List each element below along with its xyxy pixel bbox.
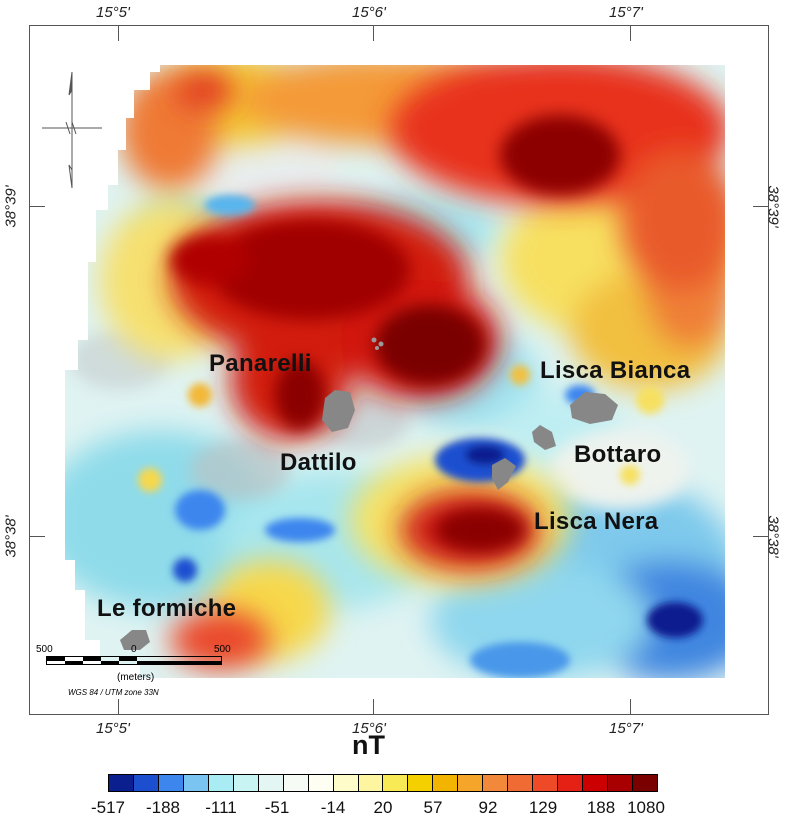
tick-bottom-2 bbox=[373, 699, 374, 715]
color-swatch bbox=[308, 775, 334, 791]
color-swatch bbox=[109, 775, 134, 791]
legend-label-5: 20 bbox=[373, 798, 393, 817]
legend-label-4: -14 bbox=[320, 798, 346, 817]
island-le-formiche bbox=[120, 630, 150, 650]
label-lisca-bianca: Lisca Bianca bbox=[540, 357, 691, 384]
lon-label-top-2: 15°6' bbox=[352, 4, 386, 21]
scale-label-middle: 0 bbox=[131, 644, 137, 655]
color-swatch bbox=[208, 775, 234, 791]
color-swatch bbox=[258, 775, 284, 791]
scale-unit: (meters) bbox=[117, 672, 155, 683]
label-le-formiche: Le formiche bbox=[97, 595, 237, 622]
legend-label-0: -517 bbox=[90, 798, 126, 817]
legend-label-7: 92 bbox=[478, 798, 498, 817]
color-swatch bbox=[608, 775, 634, 791]
color-swatch bbox=[633, 775, 657, 791]
color-swatch bbox=[358, 775, 384, 791]
color-swatch bbox=[133, 775, 159, 791]
legend-label-10: 1080 bbox=[627, 798, 665, 817]
tick-bottom-3 bbox=[630, 699, 631, 715]
color-swatch bbox=[383, 775, 409, 791]
projection-label: WGS 84 / UTM zone 33N bbox=[68, 688, 159, 697]
color-swatch bbox=[283, 775, 309, 791]
tick-right-1 bbox=[753, 206, 769, 207]
tick-bottom-1 bbox=[118, 699, 119, 715]
legend-title: nT bbox=[352, 730, 385, 760]
label-bottaro: Bottaro bbox=[574, 441, 662, 468]
lon-label-bottom-2: 15°6' bbox=[352, 720, 386, 737]
color-swatch bbox=[233, 775, 259, 791]
island-panarelli bbox=[322, 390, 355, 432]
tick-right-2 bbox=[753, 536, 769, 537]
legend-label-2: -111 bbox=[205, 798, 237, 817]
color-swatch bbox=[333, 775, 359, 791]
scale-label-right: 500 bbox=[214, 644, 231, 655]
lon-label-top-3: 15°7' bbox=[609, 4, 643, 21]
scale-bar bbox=[46, 656, 222, 665]
label-lisca-nera: Lisca Nera bbox=[534, 508, 659, 535]
tick-top-2 bbox=[373, 25, 374, 41]
color-swatch bbox=[158, 775, 184, 791]
lon-label-top-1: 15°5' bbox=[96, 4, 130, 21]
color-swatch bbox=[558, 775, 584, 791]
legend-label-3: -51 bbox=[264, 798, 290, 817]
color-scale-bar bbox=[108, 774, 658, 792]
island-lisca-bianca bbox=[570, 392, 618, 424]
map-frame bbox=[29, 25, 769, 715]
label-panarelli: Panarelli bbox=[209, 350, 312, 377]
color-swatch bbox=[533, 775, 559, 791]
color-swatch bbox=[458, 775, 484, 791]
lon-label-bottom-1: 15°5' bbox=[96, 720, 130, 737]
tick-top-1 bbox=[118, 25, 119, 41]
lon-label-bottom-3: 15°7' bbox=[609, 720, 643, 737]
north-arrow-icon bbox=[42, 71, 102, 189]
color-swatch bbox=[583, 775, 609, 791]
scale-label-left: 500 bbox=[36, 644, 53, 655]
tick-top-3 bbox=[630, 25, 631, 41]
legend-label-1: -188 bbox=[145, 798, 181, 817]
label-dattilo: Dattilo bbox=[280, 449, 357, 476]
color-swatch bbox=[183, 775, 209, 791]
legend-label-9: 188 bbox=[586, 798, 616, 817]
tick-left-1 bbox=[29, 206, 45, 207]
color-swatch bbox=[483, 775, 509, 791]
color-swatch bbox=[433, 775, 459, 791]
color-swatch bbox=[508, 775, 534, 791]
island-lisca-nera bbox=[492, 458, 516, 490]
legend-label-8: 129 bbox=[528, 798, 558, 817]
tick-left-2 bbox=[29, 536, 45, 537]
island-bottaro bbox=[532, 425, 556, 450]
legend-label-6: 57 bbox=[423, 798, 443, 817]
color-swatch bbox=[408, 775, 434, 791]
